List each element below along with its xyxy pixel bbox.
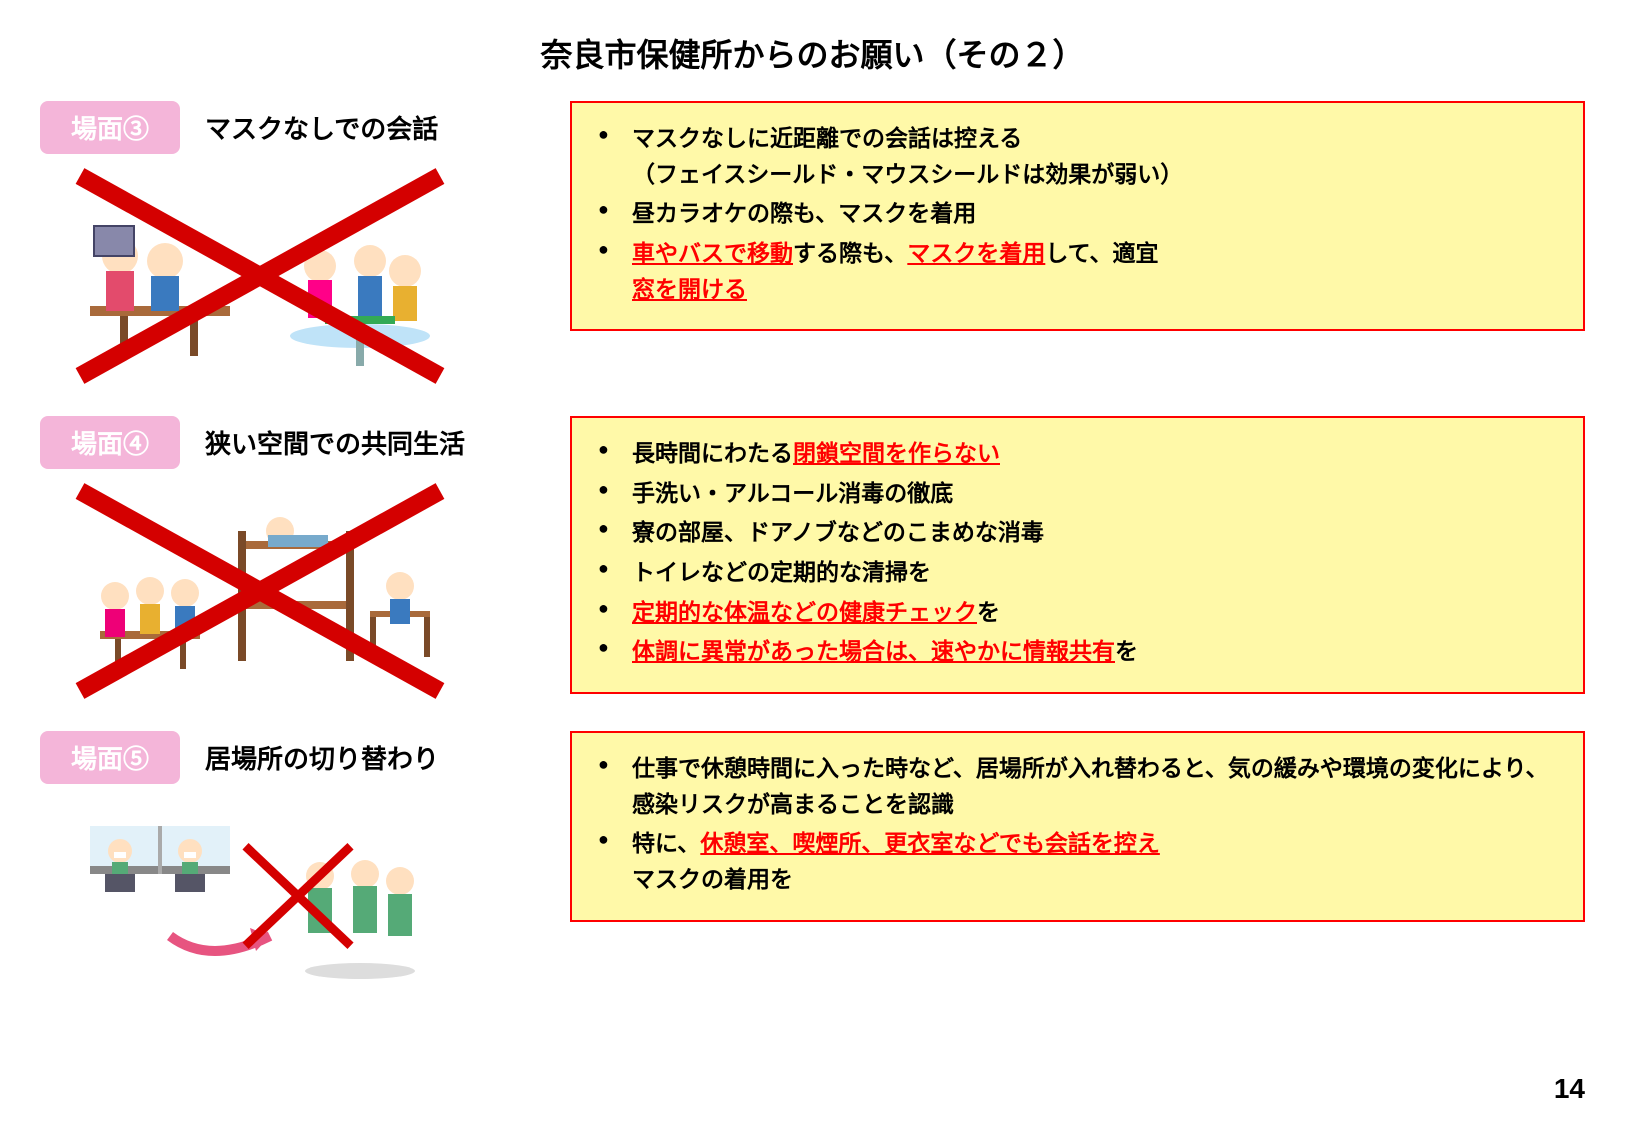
section-4: 場面④ 狭い空間での共同生活 — [40, 416, 1585, 701]
section-5: 場面⑤ 居場所の切り替わり — [40, 731, 1585, 996]
scene-badge-4: 場面④ — [40, 416, 180, 469]
scene-badge-3: 場面③ — [40, 101, 180, 154]
advice-text: （フェイスシールド・マウスシールドは効果が弱い） — [632, 161, 1183, 187]
advice-text: 長時間にわたる — [632, 440, 793, 466]
advice-item: 仕事で休憩時間に入った時など、居場所が入れ替わると、気の緩みや環境の変化により、… — [596, 751, 1559, 822]
advice-list-5: 仕事で休憩時間に入った時など、居場所が入れ替わると、気の緩みや環境の変化により、… — [596, 751, 1559, 898]
advice-list-3: マスクなしに近距離での会話は控える （フェイスシールド・マウスシールドは効果が弱い… — [596, 121, 1559, 307]
advice-text: して、適宜 — [1045, 240, 1158, 266]
scene-title-5: 居場所の切り替わり — [205, 739, 439, 776]
advice-text: する際も、 — [793, 240, 907, 266]
advice-box-4: 長時間にわたる閉鎖空間を作らない手洗い・アルコール消毒の徹底寮の部屋、ドアノブな… — [570, 416, 1585, 694]
advice-text: 窓を開ける — [632, 276, 747, 302]
advice-item: トイレなどの定期的な清掃を — [596, 555, 1559, 591]
scene-badge-5: 場面⑤ — [40, 731, 180, 784]
advice-item: 定期的な体温などの健康チェックを — [596, 595, 1559, 631]
scene-title-3: マスクなしでの会話 — [205, 109, 438, 146]
advice-text: を — [977, 599, 1000, 625]
page-title: 奈良市保健所からのお願い（その２） — [40, 30, 1585, 76]
advice-text: 車やバスで移動 — [632, 240, 793, 266]
page-number: 14 — [1554, 1073, 1585, 1105]
illustration-4 — [70, 481, 450, 701]
advice-text: マスクを着用 — [907, 240, 1045, 266]
scene-title-4: 狭い空間での共同生活 — [205, 424, 465, 461]
advice-text: 体調に異常があった場合は、速やかに情報共有 — [632, 638, 1115, 664]
advice-item: 手洗い・アルコール消毒の徹底 — [596, 476, 1559, 512]
advice-item: 体調に異常があった場合は、速やかに情報共有を — [596, 634, 1559, 670]
advice-item: 長時間にわたる閉鎖空間を作らない — [596, 436, 1559, 472]
advice-item: マスクなしに近距離での会話は控える （フェイスシールド・マウスシールドは効果が弱い… — [596, 121, 1559, 192]
advice-item: 車やバスで移動する際も、マスクを着用して、適宜窓を開ける — [596, 236, 1559, 307]
advice-text: 定期的な体温などの健康チェック — [632, 599, 977, 625]
illustration-5 — [70, 796, 450, 996]
advice-text: 手洗い・アルコール消毒の徹底 — [632, 480, 953, 506]
advice-list-4: 長時間にわたる閉鎖空間を作らない手洗い・アルコール消毒の徹底寮の部屋、ドアノブな… — [596, 436, 1559, 670]
advice-text: 寮の部屋、ドアノブなどのこまめな消毒 — [632, 519, 1044, 545]
sections-container: 場面③ マスクなしでの会話 — [40, 101, 1585, 996]
illustration-3 — [70, 166, 450, 386]
advice-item: 昼カラオケの際も、マスクを着用 — [596, 196, 1559, 232]
advice-text: を — [1115, 638, 1138, 664]
advice-item: 特に、休憩室、喫煙所、更衣室などでも会話を控えマスクの着用を — [596, 826, 1559, 897]
advice-box-3: マスクなしに近距離での会話は控える （フェイスシールド・マウスシールドは効果が弱い… — [570, 101, 1585, 331]
advice-text: マスクの着用を — [632, 866, 793, 892]
advice-text: 閉鎖空間を作らない — [793, 440, 1000, 466]
advice-text: 昼カラオケの際も、マスクを着用 — [632, 200, 976, 226]
section-3: 場面③ マスクなしでの会話 — [40, 101, 1585, 386]
advice-text: 仕事で休憩時間に入った時など、居場所が入れ替わると、気の緩みや環境の変化により、… — [632, 755, 1549, 817]
advice-item: 寮の部屋、ドアノブなどのこまめな消毒 — [596, 515, 1559, 551]
advice-text: マスクなしに近距離での会話は控える — [632, 125, 1022, 151]
advice-text: 特に、 — [632, 830, 700, 856]
advice-text: 休憩室、喫煙所、更衣室などでも会話を控え — [700, 830, 1160, 856]
advice-box-5: 仕事で休憩時間に入った時など、居場所が入れ替わると、気の緩みや環境の変化により、… — [570, 731, 1585, 922]
advice-text: トイレなどの定期的な清掃を — [632, 559, 931, 585]
